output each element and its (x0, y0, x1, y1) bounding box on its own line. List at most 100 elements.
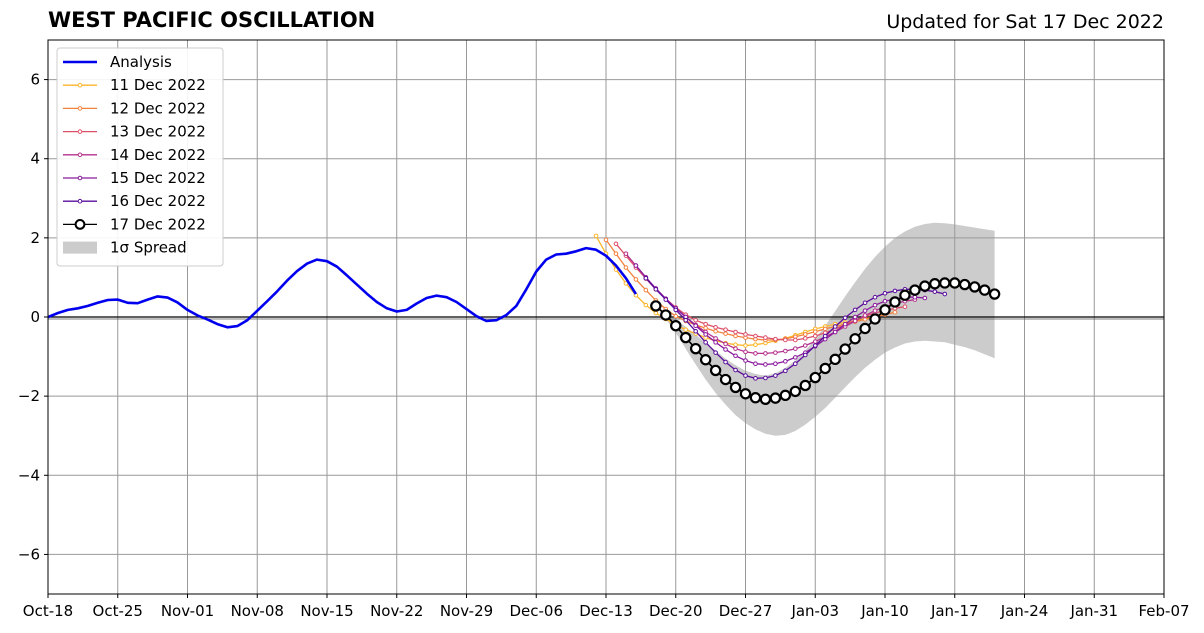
forecast-point (713, 350, 718, 355)
y-tick-label: 2 (30, 229, 40, 247)
legend: Analysis 11 Dec 2022 12 Dec 2022 13 Dec 202… (56, 47, 224, 267)
forecast-point (912, 294, 918, 300)
forecast-point (942, 291, 948, 297)
x-tick-label: Jan-17 (930, 602, 979, 620)
forecast-point (932, 289, 938, 294)
x-tick-label: Nov-01 (161, 602, 214, 620)
legend-marker (77, 152, 83, 158)
forecast-point (653, 287, 659, 292)
forecast-point (733, 367, 738, 373)
forecast-point (783, 359, 788, 364)
forecast-point (839, 343, 851, 355)
legend-label: 1σ Spread (110, 239, 187, 257)
x-tick-label: Dec-27 (719, 602, 773, 620)
x-tick-label: Jan-03 (790, 602, 839, 620)
forecast-point (743, 373, 748, 378)
forecast-point (899, 289, 911, 301)
x-tick-label: Feb-07 (1138, 602, 1189, 620)
forecast-point (759, 393, 772, 406)
legend-marker (77, 82, 83, 88)
forecast-point (753, 333, 758, 339)
forecast-point (922, 295, 928, 301)
forecast-point (882, 298, 888, 304)
forecast-point (872, 302, 878, 308)
x-tick-label: Jan-10 (860, 602, 909, 620)
forecast-point (769, 392, 782, 404)
legend-label: Analysis (110, 53, 172, 71)
forecast-point (832, 329, 838, 335)
x-tick-label: Nov-08 (231, 602, 284, 620)
forecast-point (763, 335, 768, 340)
forecast-point (799, 379, 811, 392)
forecast-point (909, 284, 921, 296)
legend-label: 15 Dec 2022 (110, 169, 206, 187)
forecast-point (892, 309, 898, 315)
forecast-point (743, 349, 748, 355)
forecast-point (763, 375, 768, 381)
forecast-point (872, 308, 878, 313)
forecast-point (949, 277, 961, 289)
forecast-point (713, 324, 718, 330)
forecast-point (783, 368, 788, 374)
forecast-point (902, 304, 908, 310)
x-tick-label: Jan-31 (1069, 602, 1118, 620)
forecast-point (753, 361, 758, 366)
forecast-point (643, 275, 649, 281)
forecast-point (670, 320, 682, 332)
forecast-point (733, 342, 738, 348)
forecast-point (733, 329, 738, 335)
legend-label: 12 Dec 2022 (110, 99, 206, 117)
forecast-point (822, 326, 828, 332)
forecast-point (733, 346, 738, 351)
forecast-point (753, 376, 758, 381)
chart-title: WEST PACIFIC OSCILLATION (48, 8, 376, 32)
forecast-point (593, 233, 599, 239)
forecast-point (852, 318, 858, 324)
forecast-point (613, 241, 619, 247)
forecast-point (929, 278, 941, 290)
forecast-point (713, 328, 718, 334)
forecast-point (842, 315, 848, 321)
forecast-point (802, 336, 808, 341)
forecast-point (882, 290, 888, 296)
legend-label: 13 Dec 2022 (110, 123, 206, 141)
x-tick-label: Dec-06 (509, 602, 563, 620)
forecast-point (773, 373, 778, 378)
forecast-point (829, 353, 841, 366)
legend-marker (74, 219, 86, 230)
legend-label: 16 Dec 2022 (110, 192, 206, 210)
forecast-point (889, 296, 901, 308)
forecast-point (693, 328, 698, 334)
legend-box (56, 47, 224, 267)
x-tick-label: Jan-24 (1000, 602, 1049, 620)
y-tick-label: 4 (30, 150, 40, 168)
y-tick-label: −6 (18, 545, 40, 563)
forecast-point (812, 343, 818, 348)
forecast-point (802, 352, 808, 358)
forecast-point (763, 362, 768, 367)
forecast-point (723, 331, 728, 336)
forecast-point (733, 353, 738, 359)
forecast-point (809, 371, 821, 384)
forecast-point (862, 313, 868, 318)
forecast-point (812, 339, 818, 344)
forecast-point (719, 373, 732, 386)
forecast-point (978, 284, 991, 296)
forecast-point (693, 317, 698, 323)
y-tick-label: 6 (30, 71, 40, 89)
forecast-point (723, 327, 728, 332)
forecast-point (703, 325, 708, 331)
forecast-point (633, 277, 639, 282)
forecast-point (689, 342, 702, 355)
forecast-point (683, 327, 689, 332)
legend-label: 11 Dec 2022 (110, 76, 206, 94)
forecast-point (733, 333, 738, 339)
forecast-point (743, 358, 748, 363)
forecast-point (968, 281, 981, 293)
forecast-point (793, 346, 798, 351)
forecast-point (819, 362, 831, 375)
forecast-point (939, 277, 951, 289)
forecast-point (743, 332, 748, 337)
x-tick-label: Dec-13 (579, 602, 633, 620)
forecast-point (852, 314, 858, 320)
